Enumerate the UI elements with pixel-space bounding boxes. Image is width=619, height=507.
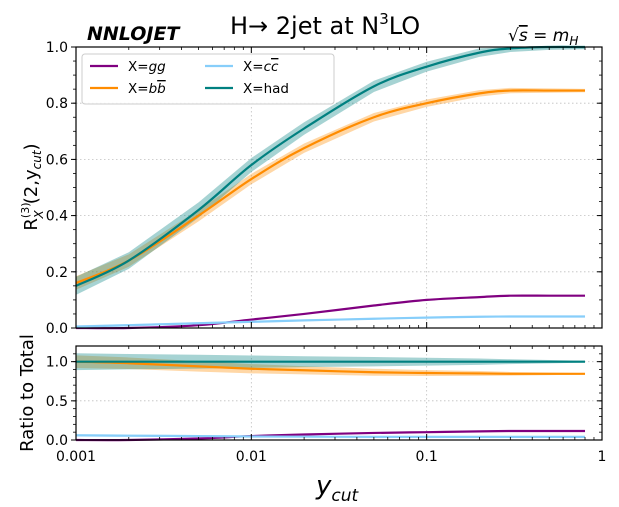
band-cc bbox=[76, 315, 586, 328]
legend-label-cc: X=cc bbox=[243, 59, 279, 75]
x-tick-label: 0.01 bbox=[236, 449, 267, 465]
energy-eq: = m bbox=[528, 26, 570, 46]
bottom-panel-ticks: 0.001 0.01 0.1 1 0.0 0.5 1.0 bbox=[46, 346, 607, 465]
chart-title: H→ 2jet at N3LO bbox=[230, 10, 420, 40]
legend-label-gg: X=gg bbox=[128, 59, 166, 75]
legend-label-bb: X=bb bbox=[128, 81, 166, 97]
top-y-tick-label: 0.2 bbox=[46, 265, 68, 281]
series-line-bb bbox=[75, 89, 586, 285]
title-rest: 2jet at N bbox=[268, 12, 379, 40]
energy-sqrt: √ bbox=[508, 26, 519, 46]
bottom-panel-bands bbox=[76, 353, 586, 438]
ratio-band-bb bbox=[76, 355, 586, 376]
energy-sub: H bbox=[569, 34, 578, 48]
series-line-gg bbox=[75, 294, 586, 330]
title-sup: 3 bbox=[379, 10, 389, 28]
bottom-ylabel: Ratio to Total bbox=[17, 334, 38, 452]
bottom-panel: 0.001 0.01 0.1 1 0.0 0.5 1.0 bbox=[46, 345, 607, 465]
x-tick-label: 0.1 bbox=[416, 449, 438, 465]
top-y-tick-label: 0.0 bbox=[46, 321, 68, 337]
legend: X=gg X=bb X=cc X=had bbox=[81, 53, 335, 105]
top-y-tick-label: 0.8 bbox=[46, 96, 68, 112]
x-tick-label: 0.001 bbox=[56, 449, 96, 465]
top-panel-lines bbox=[75, 45, 586, 330]
title-arrow: → bbox=[248, 12, 268, 40]
top-y-tick-label: 1.0 bbox=[46, 40, 68, 56]
legend-label-had: X=had bbox=[243, 81, 289, 97]
legend-frame bbox=[81, 53, 335, 105]
top-panel-ticks: 0.0 0.2 0.4 0.6 0.8 1.0 bbox=[46, 40, 603, 337]
title-end: LO bbox=[389, 12, 420, 40]
top-y-tick-label: 0.6 bbox=[46, 152, 68, 168]
series-line-cc bbox=[75, 315, 586, 328]
x-axis-label: ycut bbox=[315, 471, 360, 506]
ratio-line-bb bbox=[75, 360, 586, 375]
brand-label: NNLOJET bbox=[87, 23, 181, 45]
top-y-tick-label: 0.4 bbox=[46, 209, 68, 225]
ratio-line-gg bbox=[75, 429, 586, 442]
bottom-y-tick-label: 1.0 bbox=[46, 355, 68, 371]
x-tick-label: 1 bbox=[598, 449, 607, 465]
top-panel: 0.0 0.2 0.4 0.6 0.8 1.0 bbox=[46, 40, 603, 337]
bottom-y-tick-label: 0.5 bbox=[46, 394, 68, 410]
bottom-y-tick-label: 0.0 bbox=[46, 433, 68, 449]
bottom-panel-lines bbox=[75, 360, 586, 442]
series-line-had bbox=[75, 45, 586, 287]
title-main: H bbox=[230, 12, 248, 40]
top-ylabel: R(3)X(2,ycut) bbox=[19, 143, 46, 230]
ratio-line-cc bbox=[75, 434, 586, 438]
energy-s: s bbox=[519, 26, 528, 46]
energy-label: √s = mH bbox=[508, 26, 578, 48]
